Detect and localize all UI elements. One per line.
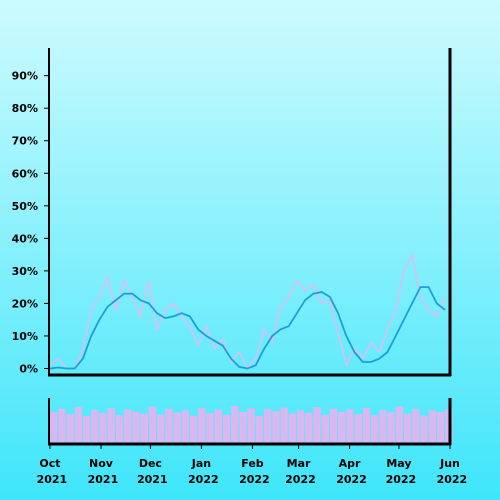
y-tick-label: 0% [19, 362, 38, 375]
x-tick-label-line: Feb [241, 457, 264, 470]
x-tick-label: Apr 2022 [332, 457, 366, 486]
x-tick-label-line: 2021 [84, 473, 118, 486]
bar [346, 409, 354, 444]
bar [263, 409, 272, 444]
series-line [49, 252, 446, 370]
y-tick-label: 90% [12, 70, 38, 83]
bar [189, 415, 198, 444]
y-tick-label: 40% [12, 232, 38, 245]
y-tick-label: 50% [12, 200, 38, 213]
x-tick-label-line: Mar [287, 457, 311, 470]
bar [132, 411, 140, 444]
x-tick-label: Nov 2021 [84, 457, 118, 486]
x-tick-label-line: Jan [191, 457, 211, 470]
bar [148, 406, 157, 444]
bar [305, 412, 313, 444]
y-tick-label: 30% [12, 265, 38, 278]
x-tick-label-line: 2022 [332, 473, 366, 486]
bar [412, 408, 420, 444]
series-line [49, 286, 446, 370]
bar [124, 409, 132, 444]
bar [140, 413, 148, 444]
x-tick-label-line: 2022 [281, 473, 315, 486]
bar [354, 414, 362, 444]
bar [156, 414, 165, 444]
bar [280, 407, 288, 444]
y-tick-label: 80% [12, 102, 38, 115]
x-tick-label-line: 2021 [33, 473, 67, 486]
bar [239, 412, 247, 444]
bar [313, 407, 321, 444]
x-tick-label-line: 2022 [235, 473, 269, 486]
bar [436, 412, 445, 444]
bar [58, 408, 66, 444]
y-tick-label: 20% [12, 297, 38, 310]
y-tick-label: 60% [12, 167, 38, 180]
bar [321, 414, 330, 444]
bar [74, 407, 83, 444]
bar [173, 412, 181, 444]
bar [428, 410, 437, 444]
bar [272, 411, 280, 444]
bar [362, 408, 371, 444]
x-tick-label: May 2022 [382, 457, 416, 486]
x-tick-label-line: Nov [89, 457, 114, 470]
x-tick-label-line: 2021 [133, 473, 167, 486]
bar [255, 416, 264, 444]
bar [181, 410, 190, 444]
bar [288, 413, 297, 444]
x-tick-label-line: 2022 [433, 473, 467, 486]
bar [387, 412, 395, 444]
y-tick-label: 10% [12, 330, 38, 343]
bar [91, 410, 99, 444]
bar [115, 415, 124, 444]
bar [338, 412, 346, 444]
bar [222, 414, 231, 444]
bar [403, 413, 412, 444]
x-tick-label-line: Oct [39, 457, 60, 470]
bar [198, 408, 206, 444]
bar [50, 412, 58, 444]
bar [420, 415, 428, 444]
bar [206, 413, 214, 444]
x-tick-label: Feb 2022 [235, 457, 269, 486]
bar [99, 412, 107, 444]
x-tick-label: Jun 2022 [433, 457, 467, 486]
x-tick-label: Mar 2022 [281, 457, 315, 486]
bar [296, 410, 305, 444]
x-tick-label-line: 2022 [382, 473, 416, 486]
y-tick-label: 70% [12, 135, 38, 148]
x-tick-label: Oct 2021 [33, 457, 67, 486]
x-tick-label: Jan 2022 [184, 457, 218, 486]
bar [329, 408, 338, 444]
bar [82, 416, 91, 444]
bar [379, 410, 387, 444]
x-tick-label-line: Apr [339, 457, 361, 470]
bar [165, 408, 173, 444]
x-tick-label-line: May [386, 457, 411, 470]
x-tick-label: Dec 2021 [133, 457, 167, 486]
bar [214, 409, 223, 444]
x-tick-label-line: Jun [439, 457, 460, 470]
bar [66, 414, 74, 444]
bar [395, 406, 404, 444]
x-tick-label-line: 2022 [184, 473, 218, 486]
bar [247, 408, 255, 444]
bar [231, 406, 239, 444]
bar [370, 415, 379, 444]
bar [107, 408, 116, 444]
x-tick-label-line: Dec [139, 457, 162, 470]
